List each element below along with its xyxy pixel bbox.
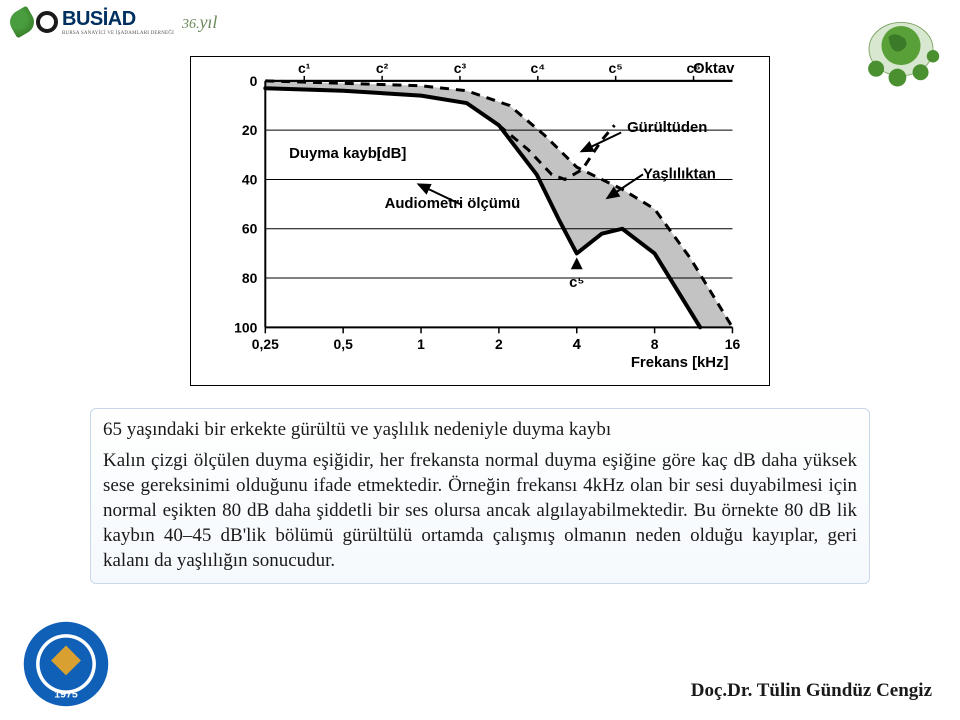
svg-text:Yaşlılıktan: Yaşlılıktan bbox=[643, 166, 716, 182]
anniversary-word: yıl bbox=[199, 12, 217, 32]
svg-text:0,5: 0,5 bbox=[333, 336, 353, 352]
paragraph-title: 65 yaşındaki bir erkekte gürültü ve yaşl… bbox=[103, 417, 857, 442]
author-name: Doç.Dr. Tülin Gündüz Cengiz bbox=[691, 680, 932, 702]
svg-text:c⁵: c⁵ bbox=[609, 60, 623, 76]
svg-text:Audiometri ölçümü: Audiometri ölçümü bbox=[385, 196, 521, 212]
svg-text:0: 0 bbox=[250, 73, 258, 89]
svg-text:c⁴: c⁴ bbox=[531, 60, 546, 76]
seal-year: 1975 bbox=[54, 688, 78, 700]
svg-text:8: 8 bbox=[651, 336, 659, 352]
gear-icon bbox=[36, 11, 58, 33]
anniversary-number: 36. bbox=[182, 17, 200, 32]
explanation-paragraph: 65 yaşındaki bir erkekte gürültü ve yaşl… bbox=[90, 408, 870, 584]
leaf-icon bbox=[6, 6, 39, 39]
svg-text:Gürültüden: Gürültüden bbox=[627, 120, 707, 136]
chart-svg: 0 20 40 60 80 100 Duyma kaybı[dB] 0,25 0,5 1 2 4 8 16… bbox=[191, 57, 769, 385]
paragraph-body: Kalın çizgi ölçülen duyma eşiğidir, her … bbox=[103, 450, 857, 571]
anniversary-mark: 36.yıl bbox=[182, 12, 218, 33]
svg-text:2: 2 bbox=[495, 336, 503, 352]
svg-text:40: 40 bbox=[242, 171, 258, 187]
globe-icon bbox=[856, 10, 946, 90]
svg-text:16: 16 bbox=[725, 336, 741, 352]
svg-text:c³: c³ bbox=[454, 60, 467, 76]
svg-text:0,25: 0,25 bbox=[252, 336, 279, 352]
hearing-loss-chart: 0 20 40 60 80 100 Duyma kaybı[dB] 0,25 0,5 1 2 4 8 16… bbox=[190, 56, 770, 386]
svg-text:Oktav: Oktav bbox=[693, 61, 735, 77]
svg-text:20: 20 bbox=[242, 122, 258, 138]
busiad-logo: BUSİAD BURSA SANAYİCİ VE İŞADAMLARI DERN… bbox=[10, 8, 217, 36]
svg-text:100: 100 bbox=[234, 319, 257, 335]
svg-text:1: 1 bbox=[417, 336, 425, 352]
svg-text:[dB]: [dB] bbox=[377, 146, 407, 162]
svg-text:80: 80 bbox=[242, 270, 258, 286]
svg-text:Frekans [kHz]: Frekans [kHz] bbox=[631, 355, 729, 371]
busiad-mark bbox=[10, 10, 58, 34]
svg-text:60: 60 bbox=[242, 221, 258, 237]
svg-text:4: 4 bbox=[573, 337, 582, 353]
university-seal-icon: 1975 bbox=[22, 620, 110, 708]
busiad-text-block: BUSİAD BURSA SANAYİCİ VE İŞADAMLARI DERN… bbox=[62, 8, 174, 36]
svg-text:Duyma kaybı: Duyma kaybı bbox=[289, 146, 381, 162]
svg-text:c⁵: c⁵ bbox=[569, 275, 584, 291]
svg-text:c²: c² bbox=[376, 60, 389, 76]
svg-text:c¹: c¹ bbox=[298, 60, 311, 76]
busiad-wordmark: BUSİAD bbox=[62, 8, 174, 31]
busiad-subtitle: BURSA SANAYİCİ VE İŞADAMLARI DERNEĞİ bbox=[62, 31, 174, 36]
